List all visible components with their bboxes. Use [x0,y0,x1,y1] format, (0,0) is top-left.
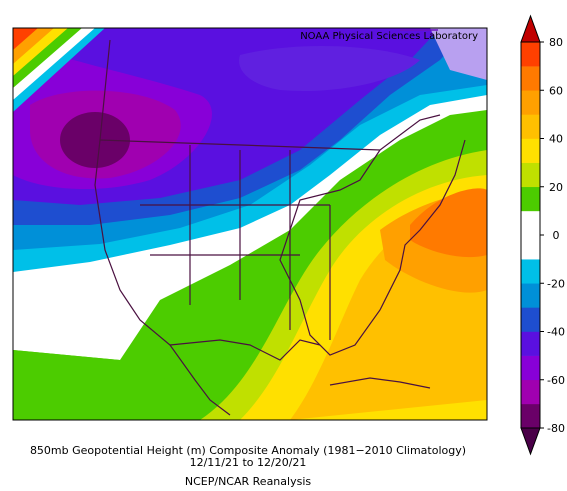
colorbar-tick-label: -80 [547,422,565,435]
anomaly-map [13,28,487,420]
colorbar-band [521,114,540,139]
colorbar-band [521,42,540,67]
colorbar-tick-label: 60 [549,84,563,97]
colorbar-band [521,283,540,308]
colorbar-band [521,259,540,284]
colorbar-band [521,331,540,356]
colorbar-tick-label: -60 [547,374,565,387]
colorbar-band [521,210,540,236]
caption-dates: 12/11/21 to 12/20/21 [190,456,307,469]
colorbar-band [521,138,540,163]
colorbar-tick-label: 40 [549,133,563,146]
colorbar-under [520,427,541,456]
colorbar-over [520,14,541,43]
caption-source: NCEP/NCAR Reanalysis [185,475,311,488]
colorbar-tick-label: 20 [549,181,563,194]
map-frame [12,27,488,421]
credit: NOAA Physical Sciences Laboratory [300,31,478,42]
colorbar-band [521,403,540,429]
colorbar-tick-label: 80 [549,36,563,49]
colorbar-band [521,66,540,91]
caption-title: 850mb Geopotential Height (m) Composite … [30,444,466,457]
colorbar-tick-label: -20 [547,277,565,290]
colorbar-band [521,355,540,381]
colorbar-band [521,379,540,405]
colorbar-band [521,235,540,260]
colorbar: 80 60 40 20 0 -20 -40 -60 -80 [520,14,565,456]
colorbar-tick-label: 0 [553,229,560,242]
colorbar-band [521,162,540,188]
colorbar-band [521,307,540,332]
colorbar-band [521,186,540,212]
colorbar-tick-label: -40 [547,326,565,339]
colorbar-band [521,90,540,115]
